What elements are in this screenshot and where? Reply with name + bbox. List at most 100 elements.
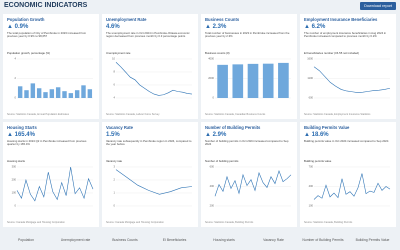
tab[interactable]: Number of Building Permits [302,238,344,242]
card-title: Housing Starts [7,125,37,130]
chart-label: Population growth, percentage (%) [7,51,51,55]
tab[interactable]: Vacancy Rate [263,238,284,242]
y-tick-label: 4 [15,57,17,61]
bar [217,64,228,98]
download-button[interactable]: Download report [360,2,396,10]
line [313,66,391,93]
bar [87,89,93,98]
tab[interactable]: Housing starts [213,238,235,242]
y-tick-label: 4 [114,96,116,100]
card-value: 4.6% [106,24,120,30]
y-tick-label: 700 [309,165,314,169]
y-tick-label: 200 [210,204,215,208]
card-source: Source: Statistics Canada, Labour Force … [106,113,160,116]
bar [43,92,48,98]
bar [247,63,259,98]
chart-label: Building permits value [304,159,332,163]
card-description: Building permits value in Oct 2024 incre… [304,139,389,143]
y-tick-label: 400 [210,184,215,188]
bar [81,85,86,98]
y-tick-label: 2000 [208,76,214,80]
tab[interactable]: Unemployment rate [60,238,91,242]
card: Vacancy Rate 1.5% Vacancy rate subsequentl… [102,122,198,227]
card-title: Employment Insurance Beneficiaries [304,17,378,22]
card-source: Source: Statistics Canada, Annual Popula… [7,113,69,116]
tab[interactable]: Population [17,238,35,242]
tab[interactable]: EI Beneficiaries [162,238,187,242]
chart-label: Number of building permits [205,159,239,163]
bar [74,90,80,98]
bar [262,63,274,98]
chart-label: Housing starts [7,159,25,163]
y-tick-label: 1100 [307,76,313,80]
card-value: ▲ 0.9% [7,24,29,30]
bar [30,83,36,98]
card-description: The unemployment rate in Oct 2024 in Pem… [106,31,190,39]
chart: 0 2 4 [15,57,93,100]
card-description: Number of building permits in Oct 2024 i… [205,139,289,147]
bar [232,64,244,98]
chart-label: Business counts (#) [205,51,230,55]
y-tick-label: 2 [15,76,17,80]
chart-label: EI beneficiaries number (15-55 not inclu… [304,51,360,55]
card-value: ▲ 2.3% [205,24,227,30]
y-tick-label: 4000 [208,57,214,61]
card-description: Housing starts in 2024 Q2 in Pembroke in… [7,139,87,147]
card-source: Source: Canada Mortgage and Housing Corp… [106,221,164,224]
card-value: ▲ 18.6% [304,132,329,138]
card-title: Building Permits Value [304,125,350,130]
y-tick-label: 0 [15,96,17,100]
bar [68,93,74,98]
card-source: Source: Statistics Canada, Employment In… [304,113,371,116]
card-description: The total population of City of Pembroke… [7,31,87,39]
card-source: Source: Statistics Canada, Building Perm… [205,221,254,224]
card: Employment Insurance Beneficiaries ▲ 6.2%… [300,14,396,119]
card-description: The number of employment insurance benef… [304,31,387,39]
card-description: Total number of businesses in 2023 in Pe… [205,31,290,39]
chart: 100 400 700 [309,165,391,208]
tab[interactable]: Building Permits Value [355,238,390,242]
y-tick-label: 2 [114,178,116,182]
bar [62,91,67,98]
bar [36,88,42,98]
y-tick-label: 8 [114,70,116,74]
header-title: ECONOMIC INDICATORS [4,2,88,9]
line [115,62,193,96]
y-tick-label: 6 [114,83,116,87]
line [214,169,292,197]
chart: 600 1100 1600 [307,57,391,100]
line [313,173,391,200]
chart: 200 400 600 [210,165,292,208]
card: Number of Building Permits ▲ 2.9% Number o… [201,122,297,227]
card-source: Source: Statistics Canada, Building Perm… [304,221,353,224]
card-value: ▲ 165.4% [7,132,35,138]
bar [49,89,55,98]
card-value: ▲ 2.9% [205,132,227,138]
card-title: Business Counts [205,17,240,22]
card-description: Vacancy rate subsequently in Pembroke re… [106,139,192,147]
y-tick-label: 0 [114,204,116,208]
chart: 0 100 200 300 [12,165,94,208]
card: Housing Starts ▲ 165.4% Housing starts in … [3,122,99,227]
tab[interactable]: Business Counts [112,238,138,242]
card-title: Population Growth [7,17,45,22]
card: Unemployment Rate 4.6% The unemployment ra… [102,14,198,119]
card-source: Source: Canada Mortgage and Housing Corp… [7,221,65,224]
card: Population Growth ▲ 0.9% The total populat… [3,14,99,119]
y-tick-label: 200 [12,178,17,182]
bar [278,62,289,98]
card-title: Unemployment Rate [106,17,147,22]
y-tick-label: 1 [114,191,116,195]
card-source: Source: Statistics Canada, Canadian Busi… [205,113,266,116]
card-value: 1.5% [106,132,120,138]
y-tick-label: 1600 [307,57,313,61]
y-tick-label: 0 [213,96,215,100]
bar [55,87,61,98]
card-value: ▲ 6.2% [304,24,326,30]
bar [17,86,23,98]
card-title: Number of Building Permits [205,125,261,130]
card: Business Counts ▲ 2.3% Total number of bus… [201,14,297,119]
y-tick-label: 100 [12,191,17,195]
y-tick-label: 0 [15,204,17,208]
